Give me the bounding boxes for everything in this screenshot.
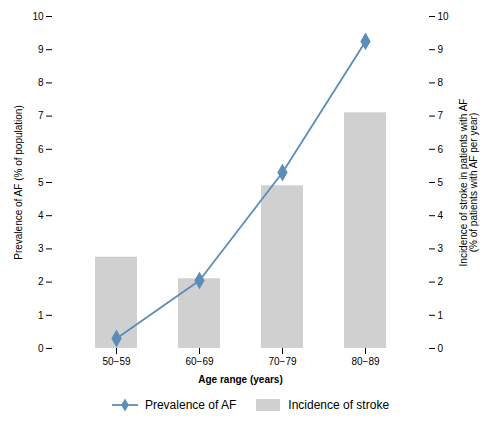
svg-text:3: 3 (438, 243, 444, 254)
svg-text:1: 1 (438, 310, 444, 321)
html-text:Incidence of stroke: Incidence of stroke (288, 398, 390, 412)
svg-text:8: 8 (38, 77, 44, 88)
svg-text:5: 5 (438, 177, 444, 188)
svg-text:4: 4 (38, 210, 44, 221)
svg-text:1: 1 (38, 310, 44, 321)
svg-text:6: 6 (438, 144, 444, 155)
svg-text:4: 4 (438, 210, 444, 221)
svg-text:60−69: 60−69 (185, 356, 214, 367)
svg-text:0: 0 (438, 343, 444, 354)
svg-text:Prevalence of AF (% of populat: Prevalence of AF (% of population) (13, 105, 24, 260)
svg-text:80−89: 80−89 (351, 356, 380, 367)
svg-text:0: 0 (38, 343, 44, 354)
svg-text:10: 10 (438, 11, 450, 22)
svg-text:8: 8 (438, 77, 444, 88)
svg-text:3: 3 (38, 243, 44, 254)
html-text:Prevalence of AF: Prevalence of AF (144, 398, 237, 412)
svg-text:Age range (years): Age range (years) (198, 374, 282, 385)
svg-text:9: 9 (438, 44, 444, 55)
svg-text:7: 7 (38, 110, 44, 121)
svg-text:2: 2 (38, 276, 44, 287)
svg-text:Incidence of stroke in patient: Incidence of stroke in patients with AF(… (458, 99, 479, 267)
svg-text:70−79: 70−79 (268, 356, 297, 367)
svg-text:10: 10 (32, 11, 44, 22)
svg-text:5: 5 (38, 177, 44, 188)
svg-text:7: 7 (438, 110, 444, 121)
svg-text:9: 9 (38, 44, 44, 55)
svg-text:2: 2 (438, 276, 444, 287)
svg-text:50−59: 50−59 (102, 356, 131, 367)
svg-text:6: 6 (38, 144, 44, 155)
